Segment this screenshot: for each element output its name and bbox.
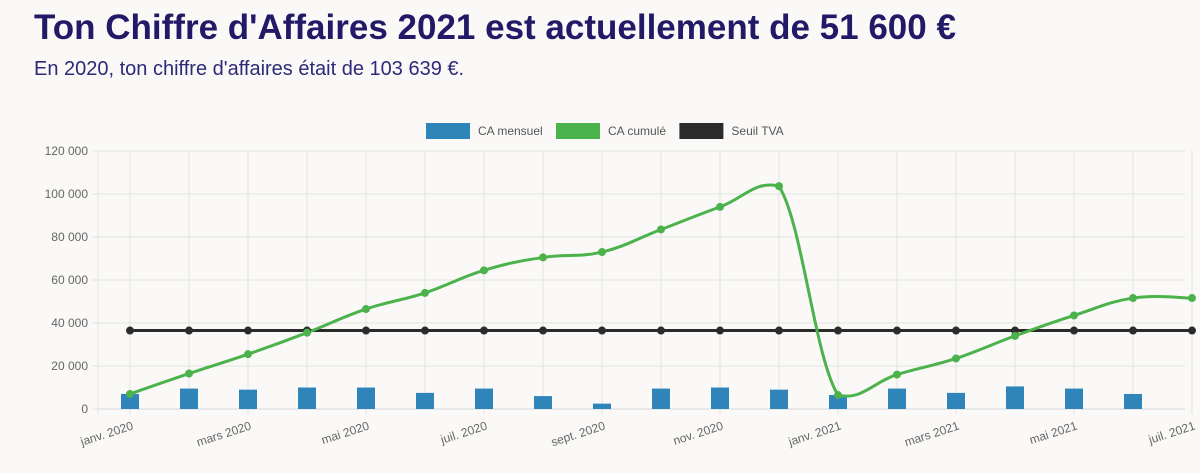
point-ca-cumule <box>952 354 960 363</box>
legend-swatch <box>679 123 724 139</box>
point-seuil-tva <box>1070 326 1078 335</box>
legend-label: CA cumulé <box>608 124 666 138</box>
x-tick-label: mai 2020 <box>320 418 372 447</box>
point-ca-cumule <box>421 288 429 297</box>
x-tick-label: juil. 2021 <box>1146 418 1197 447</box>
bar-ca-mensuel <box>475 388 493 409</box>
ca-mensuel-bars <box>121 386 1142 409</box>
y-tick-label: 60 000 <box>51 273 88 287</box>
line-ca-cumule <box>129 183 1193 398</box>
legend-item: CA mensuel <box>426 123 543 139</box>
point-ca-cumule <box>480 266 488 275</box>
bar-ca-mensuel <box>652 388 670 409</box>
legend-swatch <box>426 123 470 139</box>
bar-ca-mensuel <box>711 387 729 409</box>
point-seuil-tva <box>952 326 960 335</box>
legend-label: CA mensuel <box>478 124 543 138</box>
legend-label: Seuil TVA <box>731 124 783 138</box>
y-tick-label: 0 <box>81 402 88 416</box>
point-ca-cumule <box>539 253 547 262</box>
bar-ca-mensuel <box>298 387 316 409</box>
bar-ca-mensuel <box>593 403 611 409</box>
chart-legend: CA mensuel CA cumulé Seuil TVA <box>426 123 784 139</box>
bar-ca-mensuel <box>180 388 198 409</box>
x-tick-label: janv. 2020 <box>78 418 135 449</box>
y-tick-label: 120 000 <box>45 144 89 158</box>
x-tick-label: sept. 2020 <box>549 418 607 449</box>
point-ca-cumule <box>362 305 370 314</box>
point-ca-cumule <box>893 370 901 379</box>
chart-points <box>126 182 1196 400</box>
bar-ca-mensuel <box>1006 386 1024 409</box>
bar-ca-mensuel <box>947 392 965 409</box>
point-seuil-tva <box>893 326 901 335</box>
bar-ca-mensuel <box>357 387 375 409</box>
point-seuil-tva <box>834 326 842 335</box>
point-seuil-tva <box>362 326 370 335</box>
point-ca-cumule <box>1188 294 1196 303</box>
y-tick-label: 20 000 <box>51 359 88 373</box>
point-seuil-tva <box>185 326 193 335</box>
point-seuil-tva <box>1188 326 1196 335</box>
point-seuil-tva <box>126 326 134 335</box>
y-axis: 0 20 000 40 000 60 000 80 000 100 000 120 000 <box>45 144 98 416</box>
bar-ca-mensuel <box>239 389 257 409</box>
point-ca-cumule <box>598 248 606 257</box>
x-axis: janv. 2020 mars 2020 mai 2020 juil. 2020 sep… <box>78 409 1197 449</box>
point-ca-cumule <box>1011 331 1019 340</box>
legend-item: CA cumulé <box>556 123 666 139</box>
bar-ca-mensuel <box>1065 388 1083 409</box>
bar-ca-mensuel <box>534 396 552 409</box>
x-tick-label: mai 2021 <box>1028 418 1080 447</box>
y-tick-label: 100 000 <box>45 187 89 201</box>
legend-item: Seuil TVA <box>679 123 784 139</box>
x-tick-label: juil. 2020 <box>438 418 489 447</box>
point-ca-cumule <box>1070 311 1078 320</box>
point-seuil-tva <box>657 326 665 335</box>
point-seuil-tva <box>716 326 724 335</box>
point-ca-cumule <box>1129 294 1137 303</box>
point-seuil-tva <box>539 326 547 335</box>
x-tick-label: mars 2020 <box>195 418 254 449</box>
point-ca-cumule <box>185 369 193 378</box>
point-ca-cumule <box>126 389 134 398</box>
x-tick-label: janv. 2021 <box>786 418 843 449</box>
point-seuil-tva <box>598 326 606 335</box>
point-ca-cumule <box>657 225 665 234</box>
bar-ca-mensuel <box>416 392 434 409</box>
bar-ca-mensuel <box>770 389 788 409</box>
y-tick-label: 80 000 <box>51 230 88 244</box>
legend-swatch <box>556 123 600 139</box>
point-ca-cumule <box>244 350 252 359</box>
bar-ca-mensuel <box>121 393 139 409</box>
bar-ca-mensuel <box>829 395 847 409</box>
x-tick-label: nov. 2020 <box>671 418 725 447</box>
bar-ca-mensuel <box>888 388 906 409</box>
point-ca-cumule <box>834 391 842 400</box>
x-tick-label: mars 2021 <box>903 418 962 449</box>
point-ca-cumule <box>303 328 311 337</box>
page-subtitle: En 2020, ton chiffre d'affaires était de… <box>34 58 465 80</box>
point-seuil-tva <box>1129 326 1137 335</box>
point-seuil-tva <box>244 326 252 335</box>
bar-ca-mensuel <box>1124 393 1142 409</box>
point-seuil-tva <box>421 326 429 335</box>
point-seuil-tva <box>775 326 783 335</box>
chart-grid <box>97 150 1193 415</box>
point-ca-cumule <box>775 182 783 191</box>
page-title: Ton Chiffre d'Affaires 2021 est actuelle… <box>34 8 956 47</box>
point-seuil-tva <box>480 326 488 335</box>
point-ca-cumule <box>716 202 724 211</box>
y-tick-label: 40 000 <box>51 316 88 330</box>
